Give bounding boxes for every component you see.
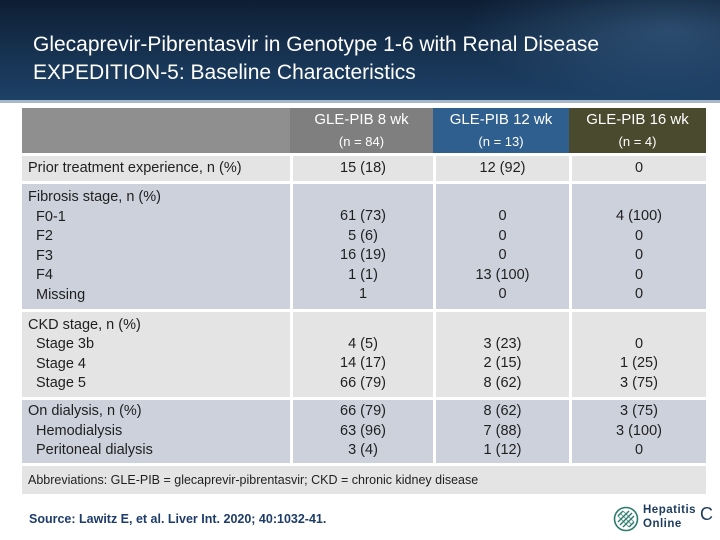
table-cell: 3 (23) 2 (15) 8 (62) xyxy=(433,312,569,400)
table-cell: 61 (73) 5 (6) 16 (19) 1 (1) 1 xyxy=(290,184,433,312)
logo-wordmark: Hepatitis Online C xyxy=(643,504,714,530)
header-divider xyxy=(0,100,720,103)
table-cell: 12 (92) xyxy=(433,156,569,184)
table-cell: 66 (79) 63 (96) 3 (4) xyxy=(290,400,433,466)
table-row: On dialysis, n (%) Hemodialysis Peritone… xyxy=(22,400,706,466)
table-row: Prior treatment experience, n (%) 15 (18… xyxy=(22,156,706,184)
column-header-12wk: GLE-PIB 12 wk (n = 13) xyxy=(433,108,569,156)
table-row: CKD stage, n (%) Stage 3b Stage 4 Stage … xyxy=(22,312,706,400)
title-line-1: Glecaprevir-Pibrentasvir in Genotype 1-6… xyxy=(33,33,600,56)
hepatitis-c-online-logo-icon xyxy=(613,506,639,532)
slide-title: Glecaprevir-Pibrentasvir in Genotype 1-6… xyxy=(33,31,599,87)
table-cell: 0 xyxy=(569,156,706,184)
slide-header xyxy=(0,0,720,100)
table-cell: 3 (75) 3 (100) 0 xyxy=(569,400,706,466)
column-header-16wk: GLE-PIB 16 wk (n = 4) xyxy=(569,108,706,156)
source-citation: Source: Lawitz E, et al. Liver Int. 2020… xyxy=(29,512,327,526)
table-cell: 8 (62) 7 (88) 1 (12) xyxy=(433,400,569,466)
table-row: Fibrosis stage, n (%) F0-1 F2 F3 F4 Miss… xyxy=(22,184,706,312)
abbreviations-text: Abbreviations: GLE-PIB = glecaprevir-pib… xyxy=(22,466,706,497)
table-cell: 4 (5) 14 (17) 66 (79) xyxy=(290,312,433,400)
table-cell: 4 (100) 0 0 0 0 xyxy=(569,184,706,312)
abbreviations-row: Abbreviations: GLE-PIB = glecaprevir-pib… xyxy=(22,466,706,497)
hepatitis-c-online-logo: Hepatitis Online C xyxy=(613,502,713,536)
table-header-row: GLE-PIB 8 wk (n = 84) GLE-PIB 12 wk (n =… xyxy=(22,108,706,156)
table-cell: 15 (18) xyxy=(290,156,433,184)
table-cell: 0 1 (25) 3 (75) xyxy=(569,312,706,400)
table-cell: 0 0 0 13 (100) 0 xyxy=(433,184,569,312)
row-label-prior-treatment: Prior treatment experience, n (%) xyxy=(22,156,290,184)
row-label-dialysis: On dialysis, n (%) Hemodialysis Peritone… xyxy=(22,400,290,466)
header-blank-cell xyxy=(22,108,290,156)
row-label-ckd-stage: CKD stage, n (%) Stage 3b Stage 4 Stage … xyxy=(22,312,290,400)
row-label-fibrosis: Fibrosis stage, n (%) F0-1 F2 F3 F4 Miss… xyxy=(22,184,290,312)
title-line-2: EXPEDITION-5: Baseline Characteristics xyxy=(33,61,416,84)
baseline-characteristics-table: GLE-PIB 8 wk (n = 84) GLE-PIB 12 wk (n =… xyxy=(22,108,706,497)
column-header-8wk: GLE-PIB 8 wk (n = 84) xyxy=(290,108,433,156)
